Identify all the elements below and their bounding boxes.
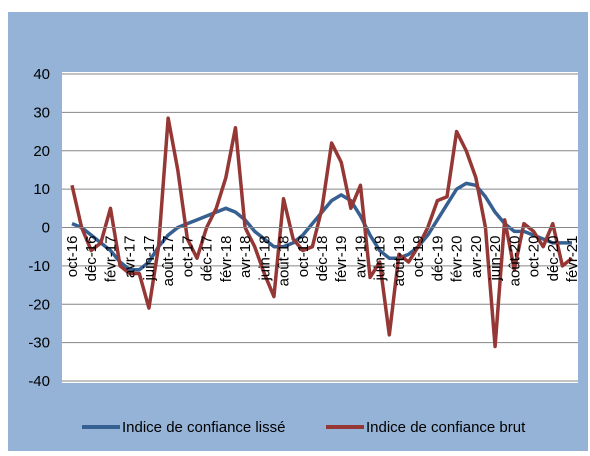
x-tick-label: juin-19 bbox=[372, 236, 389, 282]
y-tick-label: -40 bbox=[28, 373, 50, 390]
y-tick-label: 40 bbox=[33, 66, 50, 83]
series-line bbox=[70, 116, 574, 349]
y-tick-label: 20 bbox=[33, 143, 50, 160]
x-tick-label: juin-17 bbox=[141, 236, 158, 282]
y-tick-label: -30 bbox=[28, 335, 50, 352]
x-tick-label: oct-17 bbox=[179, 236, 196, 278]
x-tick-label: févr-17 bbox=[102, 236, 119, 283]
x-tick-label: juin-18 bbox=[256, 236, 273, 282]
x-tick-label: août-20 bbox=[506, 236, 523, 287]
legend-label: Indice de confiance brut bbox=[366, 419, 526, 436]
x-tick-label: août-19 bbox=[391, 236, 408, 287]
y-tick-label: -20 bbox=[28, 296, 50, 313]
x-tick-label: févr-21 bbox=[564, 236, 581, 283]
y-tick-label: 10 bbox=[33, 181, 50, 198]
x-tick-label: févr-18 bbox=[218, 236, 235, 283]
x-tick-label: oct-19 bbox=[410, 236, 427, 278]
x-tick-label: déc-16 bbox=[83, 236, 100, 282]
x-tick-label: août-17 bbox=[160, 236, 177, 287]
x-tick-label: oct-16 bbox=[64, 236, 81, 278]
x-tick-label: juin-20 bbox=[487, 235, 504, 281]
y-tick-label: 0 bbox=[42, 220, 50, 237]
x-tick-label: avr-17 bbox=[122, 236, 139, 279]
x-tick-label: déc-19 bbox=[429, 236, 446, 282]
x-tick-label: août-18 bbox=[276, 236, 293, 287]
x-tick-label: avr-18 bbox=[237, 235, 254, 278]
legend-label: Indice de confiance lissé bbox=[122, 419, 285, 436]
x-tick-label: déc-17 bbox=[199, 236, 216, 282]
x-tick-label: févr-20 bbox=[449, 236, 466, 283]
x-tick-label: avr-20 bbox=[468, 236, 485, 279]
x-tick-label: oct-18 bbox=[295, 236, 312, 278]
x-tick-label: déc-20 bbox=[545, 236, 562, 282]
y-tick-label: -10 bbox=[28, 258, 50, 275]
x-tick-label: avr-19 bbox=[352, 236, 369, 279]
x-tick-label: déc-18 bbox=[314, 236, 331, 282]
x-tick-label: oct-20 bbox=[526, 236, 543, 278]
x-tick-label: févr-19 bbox=[333, 236, 350, 283]
y-tick-label: 30 bbox=[33, 104, 50, 121]
